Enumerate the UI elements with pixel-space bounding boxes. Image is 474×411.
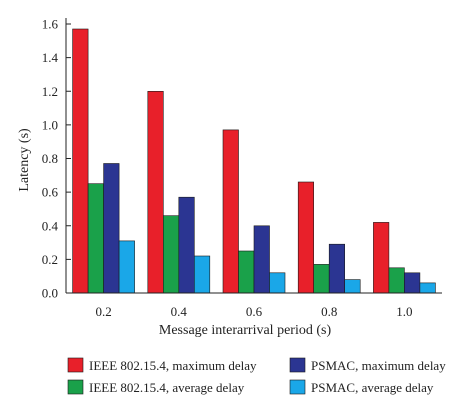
bar-series-4-cat-4	[344, 279, 361, 294]
bar-series-4-cat-3	[269, 272, 286, 294]
legend-swatch	[67, 357, 84, 373]
y-axis: 0.0 0.2 0.4 0.6 0.8 1.0 1.2 1.4 1.6	[42, 17, 71, 301]
y-tick-label: 0.0	[42, 286, 58, 301]
y-tick-label: 0.6	[42, 185, 59, 200]
bar-series-4-cat-5	[419, 282, 436, 294]
x-tick-label: 0.4	[171, 304, 188, 319]
y-tick-label: 1.6	[42, 17, 59, 32]
bar-series-3-cat-4	[328, 243, 346, 294]
bar-series-2-cat-2	[163, 215, 180, 294]
legend: IEEE 802.15.4, maximum delay IEEE 802.15.…	[67, 357, 446, 395]
legend-label: PSMAC, average delay	[311, 380, 434, 395]
x-tick-label: 0.2	[95, 304, 111, 319]
legend-swatch	[67, 379, 84, 395]
bar-series-2-cat-1	[87, 183, 104, 294]
y-tick-label: 1.0	[42, 117, 58, 132]
bar-series-4-cat-2	[194, 255, 211, 294]
bar-series-1-cat-5	[373, 222, 390, 294]
bar-series-3-cat-3	[253, 225, 270, 294]
bar-series-2-cat-5	[388, 267, 405, 294]
x-axis: 0.2 0.4 0.6 0.8 1.0	[66, 292, 442, 319]
y-tick-label: 1.2	[42, 84, 58, 99]
bar-series-1-cat-3	[222, 129, 239, 294]
legend-label: IEEE 802.15.4, maximum delay	[89, 358, 257, 373]
legend-label: PSMAC, maximum delay	[311, 358, 446, 373]
legend-label: IEEE 802.15.4, average delay	[89, 380, 245, 395]
bar-series-2-cat-4	[313, 264, 330, 294]
bar-series-3-cat-2	[178, 196, 195, 294]
bar-series-1-cat-2	[147, 91, 164, 294]
legend-swatch	[289, 379, 306, 395]
plot-area	[72, 28, 436, 294]
y-tick-label: 1.4	[42, 50, 59, 65]
legend-swatch	[289, 357, 306, 373]
x-axis-title: Message interarrival period (s)	[159, 323, 332, 338]
x-tick-label: 0.6	[246, 304, 263, 319]
bar-series-1-cat-4	[297, 181, 315, 294]
y-tick-label: 0.2	[42, 252, 58, 267]
bar-series-3-cat-1	[103, 163, 120, 294]
y-tick-label: 0.4	[42, 218, 59, 233]
bar-series-4-cat-1	[118, 240, 135, 294]
y-axis-title: Latency (s)	[17, 128, 32, 192]
bar-series-2-cat-3	[238, 250, 255, 294]
bar-series-3-cat-5	[404, 272, 421, 294]
x-tick-label: 0.8	[321, 304, 337, 319]
y-tick-label: 0.8	[42, 151, 58, 166]
bar-series-1-cat-1	[72, 28, 89, 294]
x-tick-label: 1.0	[396, 304, 412, 319]
